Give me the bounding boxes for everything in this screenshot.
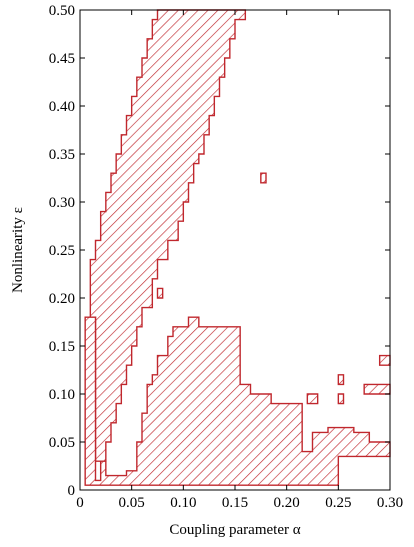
x-axis-ticks: 0 0.05 0.10 0.15 0.20 0.25 0.30: [76, 10, 403, 511]
hatched-regions: [84, 9, 391, 486]
x-tick-label: 0.20: [274, 495, 300, 511]
y-tick-label: 0.15: [49, 339, 75, 355]
region-square: [378, 354, 391, 366]
region-square: [260, 172, 267, 184]
y-axis-title: Nonlinearity ε: [10, 207, 26, 293]
region-square: [337, 393, 345, 405]
y-tick-label: 0.45: [49, 51, 75, 67]
region-lower: [84, 316, 391, 486]
x-axis-title: Coupling parameter α: [169, 522, 300, 538]
region-upper: [85, 9, 247, 462]
x-tick-label: 0: [76, 495, 84, 511]
y-axis-ticks: 0 0.05 0.10 0.15 0.20 0.25 0.30 0.35 0.40 0.45 0.5…: [49, 3, 390, 499]
region-square: [337, 374, 345, 386]
x-tick-label: 0.30: [377, 495, 403, 511]
x-tick-label: 0.25: [325, 495, 351, 511]
y-tick-label: 0.40: [49, 99, 75, 115]
region-square: [363, 383, 391, 395]
y-tick-label: 0.10: [49, 387, 75, 403]
y-tick-label: 0.30: [49, 195, 75, 211]
y-tick-label: 0.25: [49, 243, 75, 259]
y-tick-label: 0.50: [49, 3, 75, 19]
region-square: [306, 393, 319, 405]
region-square: [156, 287, 164, 299]
y-tick-label: 0.20: [49, 291, 75, 307]
y-tick-label: 0.05: [49, 435, 75, 451]
x-tick-label: 0.15: [222, 495, 248, 511]
y-tick-label: 0.35: [49, 147, 75, 163]
x-tick-label: 0.10: [170, 495, 196, 511]
y-tick-label: 0: [68, 483, 76, 499]
x-tick-label: 0.05: [119, 495, 145, 511]
